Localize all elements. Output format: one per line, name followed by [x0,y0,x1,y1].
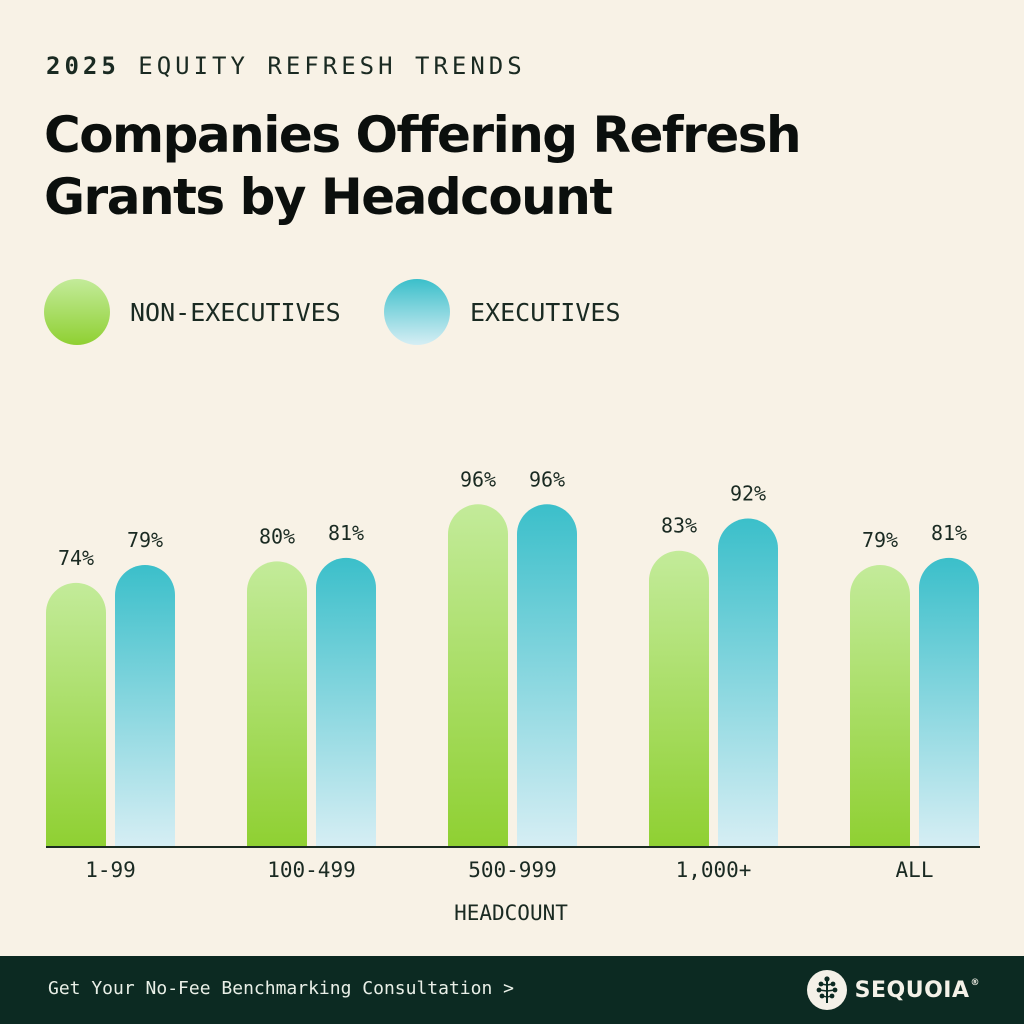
benchmarking-consultation-link[interactable]: Get Your No-Fee Benchmarking Consultatio… [48,978,514,999]
x-axis-label: HEADCOUNT [454,901,568,925]
tick-label-1-99: 1-99 [85,858,136,882]
sequoia-logo: SEQUOIA® [806,970,980,1010]
chart-title: Companies Offering Refresh Grants by Hea… [44,106,802,226]
legend-item-executives: EXECUTIVES [384,278,621,346]
legend-item-non-executives: NON-EXECUTIVES [44,278,341,346]
value-label-executives-1-99: 79% [127,528,163,552]
value-label-executives-1-000: 92% [730,482,766,506]
value-label-non-executives-500-999: 96% [460,467,496,491]
tick-label-1-000: 1,000+ [676,858,752,882]
value-label-non-executives-100-499: 80% [259,524,295,548]
legend-label-non-executives: NON-EXECUTIVES [130,297,341,327]
tick-label-all: ALL [896,858,934,882]
eyebrow-year: 2025 [46,52,120,80]
tick-label-500-999: 500-999 [468,858,557,882]
bars-group [46,504,979,847]
bar-non-executives-100-499 [247,561,307,847]
bar-non-executives-1-99 [46,582,106,847]
legend-swatch-executives [384,279,450,345]
value-labels-group: 74% 79% 80% 81% 96% 96% 83% 92% 79% 81% [58,467,967,570]
chart-legend: NON-EXECUTIVES EXECUTIVES [44,278,744,346]
bar-executives-all [919,557,979,847]
bar-executives-1-99 [115,564,175,847]
x-tick-labels: 1-99 100-499 500-999 1,000+ ALL [85,858,933,882]
bar-executives-100-499 [316,557,376,847]
registered-mark: ® [970,977,980,988]
bar-non-executives-1-000 [649,550,709,847]
value-label-non-executives-all: 79% [862,528,898,552]
value-label-executives-500-999: 96% [529,467,565,491]
footer-bar: Get Your No-Fee Benchmarking Consultatio… [0,956,1024,1024]
bar-chart: 74% 79% 80% 81% 96% 96% 83% 92% 79% 81% 1-99 100-4… [46,467,980,925]
legend-label-executives: EXECUTIVES [470,297,621,327]
bar-executives-500-999 [517,504,577,847]
value-label-non-executives-1-99: 74% [58,546,94,570]
bar-non-executives-all [850,564,910,847]
sequoia-tree-icon [806,970,847,1010]
value-label-executives-100-499: 81% [328,521,364,545]
bar-non-executives-500-999 [448,504,508,847]
eyebrow-text: EQUITY REFRESH TRENDS [138,52,526,80]
legend-swatch-non-executives [44,279,110,345]
tick-label-100-499: 100-499 [267,858,356,882]
value-label-non-executives-1-000: 83% [661,514,697,538]
eyebrow: 2025 EQUITY REFRESH TRENDS [46,52,526,80]
brand-name: SEQUOIA® [854,977,980,1003]
bar-executives-1-000 [718,518,778,847]
value-label-executives-all: 81% [931,521,967,545]
